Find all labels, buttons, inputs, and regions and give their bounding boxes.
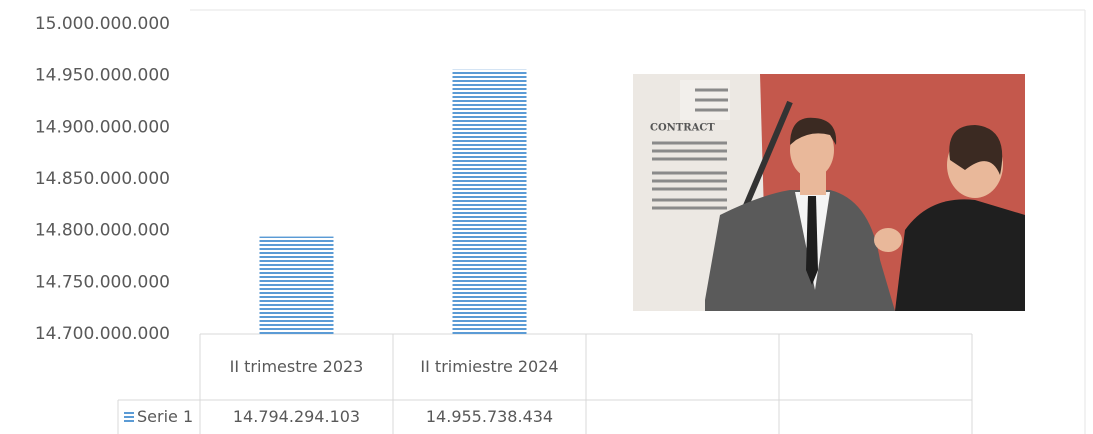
- y-tick-label: 15.000.000.000: [35, 14, 170, 34]
- x-tick-label: II trimestre 2023: [229, 357, 364, 376]
- y-tick-label: 14.850.000.000: [35, 169, 170, 189]
- illustration: CONTRACT: [633, 74, 1025, 311]
- x-tick-label: II trimiestre 2024: [420, 357, 559, 376]
- bar: [452, 69, 527, 335]
- y-tick-label: 14.800.000.000: [35, 221, 170, 241]
- y-tick-label: 14.950.000.000: [35, 66, 170, 86]
- legend-label: Serie 1: [137, 407, 194, 426]
- value-label: 14.955.738.434: [425, 407, 554, 426]
- legend-swatch: [124, 412, 134, 422]
- y-tick-label: 14.750.000.000: [35, 272, 170, 292]
- svg-text:CONTRACT: CONTRACT: [650, 123, 715, 134]
- bar: [259, 236, 334, 334]
- y-tick-label: 14.900.000.000: [35, 117, 170, 137]
- y-tick-label: 14.700.000.000: [35, 324, 170, 344]
- value-label: 14.794.294.103: [232, 407, 361, 426]
